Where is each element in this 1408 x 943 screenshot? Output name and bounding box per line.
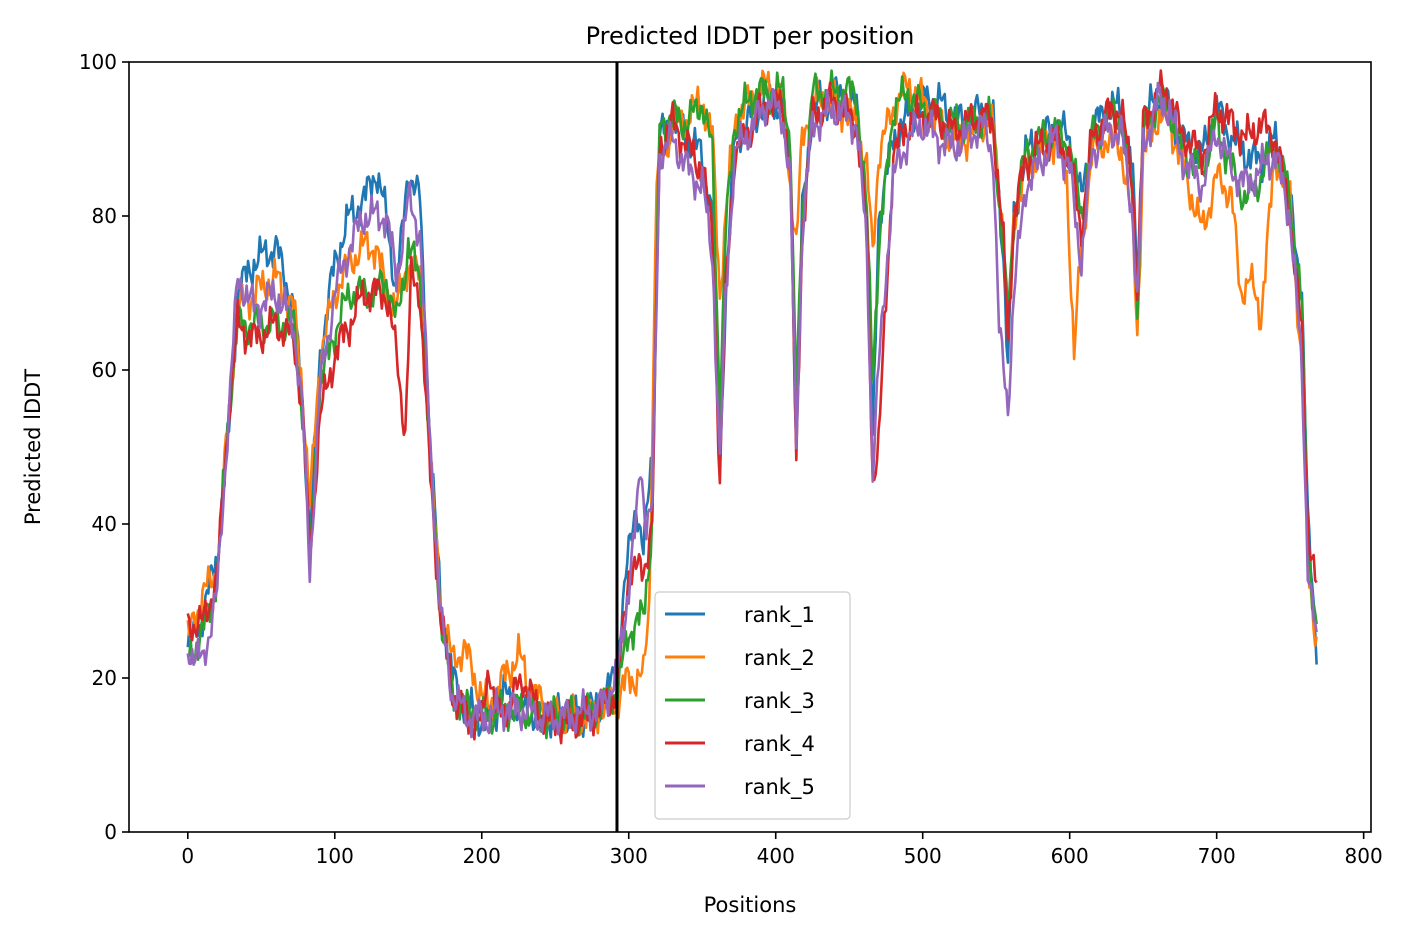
legend-label: rank_2 (744, 646, 815, 671)
x-tick-label: 200 (463, 844, 501, 868)
x-tick-label: 400 (757, 844, 795, 868)
x-tick-label: 600 (1051, 844, 1089, 868)
series-line-rank_5 (186, 81, 1318, 739)
legend-label: rank_3 (744, 689, 815, 714)
y-tick-label: 0 (104, 820, 117, 844)
x-tick-label: 300 (610, 844, 648, 868)
x-tick-label: 700 (1198, 844, 1236, 868)
plot-frame (128, 61, 1372, 833)
x-tick-label: 500 (904, 844, 942, 868)
series-layer (186, 69, 1318, 745)
y-tick-label: 80 (92, 204, 117, 228)
series-line-rank_4 (186, 69, 1318, 745)
y-axis-label: Predicted lDDT (21, 369, 45, 525)
x-axis-label: Positions (704, 893, 797, 917)
y-tick-label: 60 (92, 358, 117, 382)
x-axis: 0 100 200 300 400 500 600 700 800 (181, 832, 1383, 868)
legend: rank_1 rank_2 rank_3 rank_4 rank_5 (654, 591, 851, 820)
legend-label: rank_4 (744, 732, 815, 757)
legend-label: rank_5 (744, 775, 815, 800)
chart-title: Predicted lDDT per position (586, 22, 915, 50)
y-tick-label: 20 (92, 666, 117, 690)
x-tick-label: 100 (316, 844, 354, 868)
legend-box (654, 591, 851, 820)
y-tick-label: 100 (79, 50, 117, 74)
x-tick-label: 800 (1345, 844, 1383, 868)
y-tick-label: 40 (92, 512, 117, 536)
legend-label: rank_1 (744, 603, 815, 628)
x-tick-label: 0 (181, 844, 194, 868)
y-axis: 0 20 40 60 80 100 (79, 50, 129, 844)
